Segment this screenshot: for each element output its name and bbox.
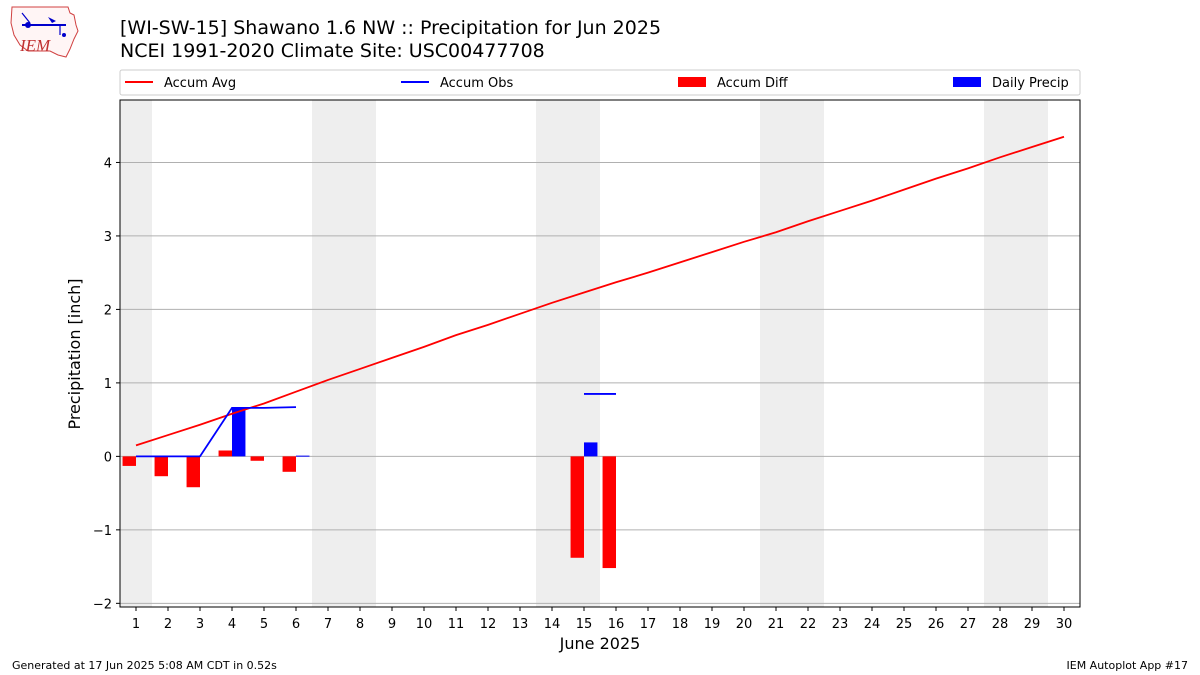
chart-title: [WI-SW-15] Shawano 1.6 NW :: Precipitati… [120, 17, 662, 39]
legend-label: Daily Precip [992, 76, 1069, 91]
x-tick-label: 16 [608, 617, 625, 632]
x-tick-label: 1 [132, 617, 140, 632]
x-tick-label: 2 [164, 617, 172, 632]
app-note: IEM Autoplot App #17 [1066, 659, 1189, 672]
y-axis-label: Precipitation [inch] [65, 278, 84, 429]
accum-avg-line [135, 135, 1065, 447]
weekend-band [120, 100, 152, 607]
x-tick-label: 19 [704, 617, 721, 632]
x-tick-label: 24 [864, 617, 881, 632]
x-tick-label: 27 [960, 617, 977, 632]
x-tick-label: 17 [640, 617, 657, 632]
iem-logo: IEM [10, 6, 79, 58]
x-tick-label: 23 [832, 617, 849, 632]
legend-label: Accum Obs [440, 76, 513, 91]
x-tick-label: 25 [896, 617, 913, 632]
x-tick-label: 29 [1024, 617, 1041, 632]
legend-label: Accum Diff [717, 76, 789, 91]
x-tick-label: 18 [672, 617, 689, 632]
x-tick-label: 9 [388, 617, 396, 632]
weekend-band [984, 100, 1048, 607]
daily-precip-bar [584, 442, 598, 457]
accum-diff-bar [186, 456, 200, 488]
legend: Accum Avg Accum Obs Accum Diff Daily Precip [119, 69, 1081, 96]
x-tick-label: 13 [512, 617, 529, 632]
x-tick-label: 6 [292, 617, 300, 632]
x-tick-label: 14 [544, 617, 561, 632]
y-tick-label: 3 [104, 230, 112, 245]
x-tick-label: 26 [928, 617, 945, 632]
logo-text: IEM [19, 36, 51, 55]
accum-diff-bar [602, 456, 616, 569]
legend-box [119, 69, 1081, 96]
y-tick-label: 1 [104, 377, 112, 392]
weekend-band [760, 100, 824, 607]
accum-diff-bar [250, 456, 264, 461]
daily-precip-bar [232, 407, 246, 457]
chart-subtitle: NCEI 1991-2020 Climate Site: USC00477708 [120, 40, 545, 62]
legend-bar-swatch [953, 77, 981, 87]
x-tick-label: 4 [228, 617, 236, 632]
weekend-band [312, 100, 376, 607]
legend-label: Accum Avg [164, 76, 236, 91]
daily-precip-bar [296, 455, 310, 457]
x-tick-label: 22 [800, 617, 817, 632]
lines [135, 135, 1065, 458]
y-tick-label: −2 [93, 597, 112, 612]
x-tick-label: 11 [448, 617, 465, 632]
accum-diff-bar [570, 456, 584, 558]
weekend-band [536, 100, 600, 607]
x-tick-label: 12 [480, 617, 497, 632]
y-tick-label: 4 [104, 156, 112, 171]
accum-diff-bar [154, 456, 168, 477]
x-tick-label: 30 [1056, 617, 1073, 632]
x-tick-label: 3 [196, 617, 204, 632]
y-tick-label: 0 [104, 450, 112, 465]
x-tick-label: 7 [324, 617, 332, 632]
accum-diff-bar [282, 456, 296, 472]
x-tick-label: 8 [356, 617, 364, 632]
y-tick-label: −1 [93, 524, 112, 539]
x-tick-label: 5 [260, 617, 268, 632]
accum-diff-bar [122, 456, 136, 466]
bars [122, 407, 616, 569]
x-axis-label: June 2025 [559, 634, 641, 653]
weekend-shading [120, 100, 1048, 607]
x-tick-label: 21 [768, 617, 785, 632]
generated-note: Generated at 17 Jun 2025 5:08 AM CDT in … [12, 659, 277, 672]
plot-frame [119, 99, 1081, 608]
y-tick-label: 2 [104, 303, 112, 318]
x-tick-label: 20 [736, 617, 753, 632]
accum-obs-line [136, 406, 297, 458]
x-tick-label: 10 [416, 617, 433, 632]
x-tick-label: 15 [576, 617, 593, 632]
x-tick-label: 28 [992, 617, 1009, 632]
accum-diff-bar [218, 450, 232, 457]
grid-lines [120, 161, 1080, 604]
legend-bar-swatch [678, 77, 706, 87]
